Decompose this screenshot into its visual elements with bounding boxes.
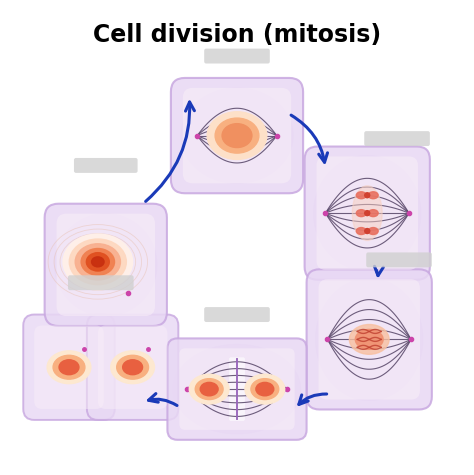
Text: Cell division (mitosis): Cell division (mitosis) [93, 23, 381, 47]
Ellipse shape [349, 324, 389, 354]
FancyBboxPatch shape [204, 48, 270, 64]
Ellipse shape [316, 278, 423, 400]
Ellipse shape [356, 330, 383, 349]
FancyBboxPatch shape [317, 156, 418, 270]
Ellipse shape [207, 112, 267, 160]
FancyBboxPatch shape [204, 307, 270, 322]
Ellipse shape [81, 248, 115, 275]
Ellipse shape [215, 118, 259, 153]
Ellipse shape [69, 239, 127, 285]
FancyBboxPatch shape [68, 276, 134, 290]
Ellipse shape [111, 351, 155, 384]
Ellipse shape [222, 124, 252, 148]
FancyBboxPatch shape [183, 88, 291, 183]
FancyBboxPatch shape [171, 78, 303, 193]
Ellipse shape [55, 214, 157, 316]
FancyBboxPatch shape [98, 325, 167, 409]
Ellipse shape [365, 210, 370, 216]
FancyBboxPatch shape [74, 158, 137, 173]
FancyBboxPatch shape [45, 204, 167, 326]
FancyBboxPatch shape [319, 279, 420, 399]
Ellipse shape [368, 209, 378, 217]
Ellipse shape [173, 344, 301, 434]
FancyBboxPatch shape [56, 214, 155, 316]
Ellipse shape [352, 186, 382, 240]
Ellipse shape [53, 355, 85, 379]
Ellipse shape [195, 379, 223, 399]
Ellipse shape [368, 228, 378, 235]
Ellipse shape [86, 253, 109, 271]
Ellipse shape [365, 193, 370, 198]
Ellipse shape [365, 228, 370, 234]
FancyBboxPatch shape [23, 314, 115, 420]
FancyBboxPatch shape [366, 252, 432, 267]
Ellipse shape [123, 360, 143, 375]
Ellipse shape [75, 244, 120, 280]
Ellipse shape [313, 155, 421, 271]
Ellipse shape [59, 360, 79, 375]
FancyBboxPatch shape [87, 314, 178, 420]
Ellipse shape [47, 351, 91, 384]
FancyBboxPatch shape [305, 146, 430, 280]
Ellipse shape [245, 374, 285, 404]
Ellipse shape [91, 257, 104, 267]
FancyBboxPatch shape [229, 357, 245, 421]
FancyBboxPatch shape [34, 325, 104, 409]
FancyBboxPatch shape [307, 269, 432, 409]
Ellipse shape [189, 374, 229, 404]
Ellipse shape [117, 355, 148, 379]
Ellipse shape [256, 382, 274, 396]
Ellipse shape [181, 88, 293, 183]
FancyBboxPatch shape [179, 348, 295, 430]
FancyBboxPatch shape [364, 131, 430, 146]
Ellipse shape [251, 379, 279, 399]
Ellipse shape [356, 209, 366, 217]
FancyBboxPatch shape [167, 338, 307, 440]
Ellipse shape [200, 382, 218, 396]
Ellipse shape [356, 192, 366, 199]
Ellipse shape [63, 234, 133, 290]
Ellipse shape [368, 192, 378, 199]
Ellipse shape [356, 228, 366, 235]
